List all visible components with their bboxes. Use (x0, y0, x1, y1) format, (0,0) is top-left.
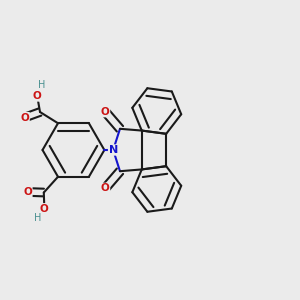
Text: H: H (38, 80, 46, 90)
Text: O: O (40, 204, 49, 214)
Text: H: H (34, 213, 41, 224)
Text: O: O (23, 187, 32, 197)
Text: O: O (20, 112, 29, 122)
Text: O: O (101, 107, 110, 117)
Text: O: O (101, 183, 110, 193)
Text: O: O (33, 91, 42, 101)
Text: N: N (109, 145, 118, 155)
